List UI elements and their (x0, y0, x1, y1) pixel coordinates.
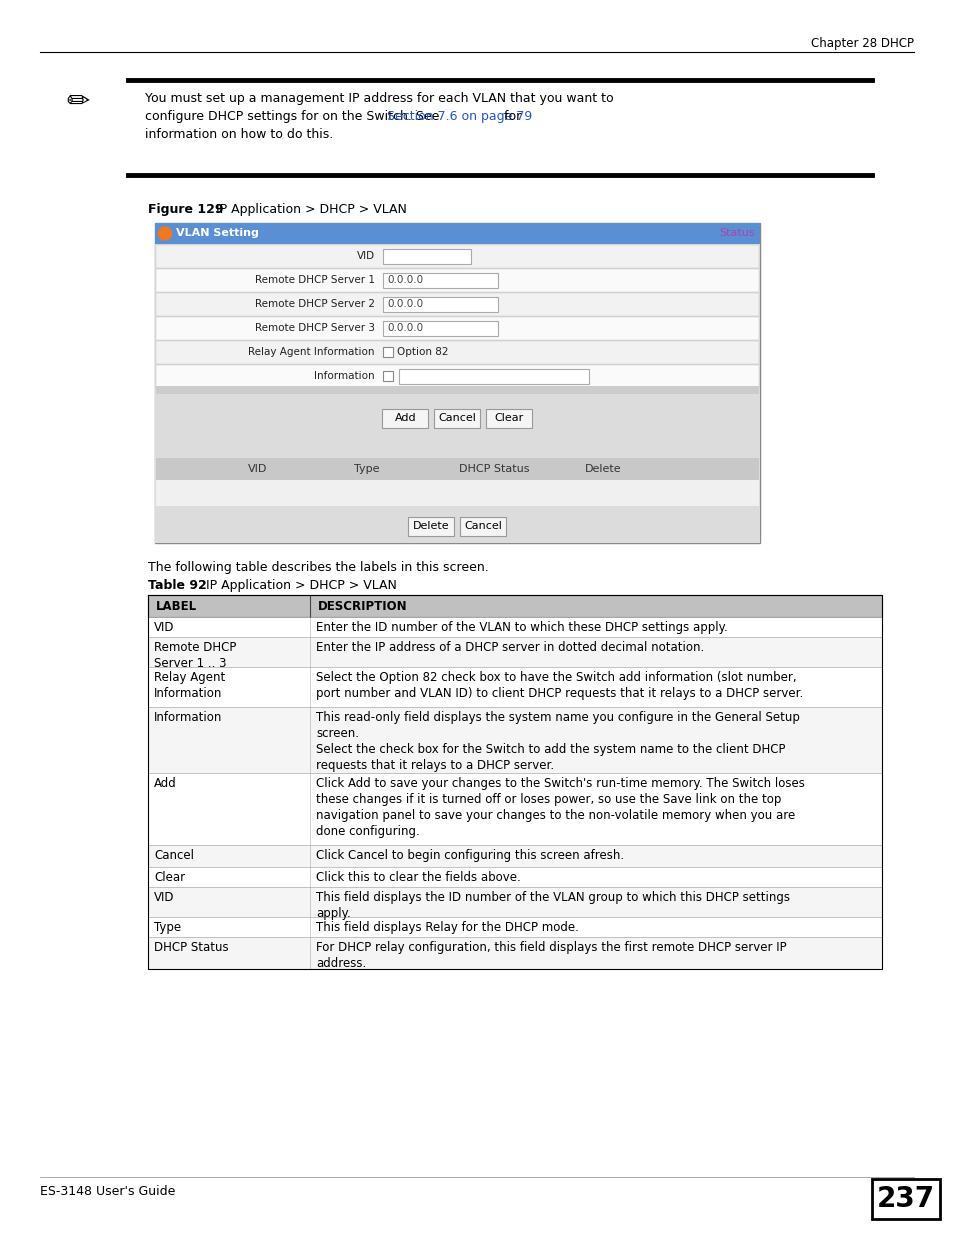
Bar (156, 480, 759, 506)
Text: Click Cancel to begin configuring this screen afresh.: Click Cancel to begin configuring this s… (315, 848, 623, 862)
Text: Remote DHCP
Server 1 .. 3: Remote DHCP Server 1 .. 3 (153, 641, 236, 671)
Bar (148, 867, 882, 887)
Text: Section 7.6 on page 79: Section 7.6 on page 79 (387, 110, 532, 124)
FancyBboxPatch shape (408, 516, 454, 536)
Text: Add: Add (395, 412, 416, 424)
Text: Information: Information (153, 711, 222, 724)
Text: IP Application > DHCP > VLAN: IP Application > DHCP > VLAN (204, 203, 406, 216)
Text: Remote DHCP Server 2: Remote DHCP Server 2 (254, 299, 375, 309)
Bar (148, 595, 882, 969)
Text: The following table describes the labels in this screen.: The following table describes the labels… (148, 561, 488, 574)
Bar (382, 296, 497, 312)
Bar (148, 667, 882, 706)
Text: configure DHCP settings for on the Switch. See: configure DHCP settings for on the Switc… (145, 110, 443, 124)
Bar (156, 245, 759, 268)
Circle shape (158, 227, 172, 240)
Text: Enter the ID number of the VLAN to which these DHCP settings apply.: Enter the ID number of the VLAN to which… (315, 621, 727, 634)
Text: 237: 237 (876, 1186, 934, 1213)
Text: Enter the IP address of a DHCP server in dotted decimal notation.: Enter the IP address of a DHCP server in… (315, 641, 703, 655)
Bar (398, 369, 588, 384)
Text: Delete: Delete (584, 464, 620, 474)
Bar (148, 918, 882, 937)
Text: 0.0.0.0: 0.0.0.0 (387, 324, 423, 333)
FancyBboxPatch shape (382, 409, 428, 427)
Text: 0.0.0.0: 0.0.0.0 (387, 299, 423, 309)
Text: 0.0.0.0: 0.0.0.0 (387, 275, 423, 285)
Text: Click this to clear the fields above.: Click this to clear the fields above. (315, 871, 520, 884)
FancyBboxPatch shape (460, 516, 506, 536)
Text: Status: Status (719, 228, 754, 238)
Text: DESCRIPTION: DESCRIPTION (317, 599, 407, 613)
Text: Select the Option 82 check box to have the Switch add information (slot number,
: Select the Option 82 check box to have t… (315, 671, 802, 700)
Text: Click Add to save your changes to the Switch's run-time memory. The Switch loses: Click Add to save your changes to the Sw… (315, 777, 804, 839)
Text: Information: Information (314, 370, 375, 382)
Bar (156, 268, 759, 291)
Text: This field displays Relay for the DHCP mode.: This field displays Relay for the DHCP m… (315, 921, 578, 934)
Text: information on how to do this.: information on how to do this. (145, 128, 333, 141)
Text: Clear: Clear (495, 412, 523, 424)
Bar (156, 293, 759, 316)
Bar (154, 245, 760, 543)
Text: DHCP Status: DHCP Status (153, 941, 229, 953)
Text: VLAN Setting: VLAN Setting (175, 228, 258, 238)
Bar (871, 1179, 939, 1219)
Text: Relay Agent Information: Relay Agent Information (248, 347, 375, 357)
Text: Delete: Delete (413, 521, 450, 531)
Bar (156, 458, 759, 480)
Bar (156, 316, 759, 340)
Text: for: for (499, 110, 521, 124)
Text: Figure 129: Figure 129 (148, 203, 223, 216)
Bar (148, 637, 882, 667)
FancyBboxPatch shape (434, 409, 480, 427)
Text: Cancel: Cancel (438, 412, 476, 424)
Text: You must set up a management IP address for each VLAN that you want to: You must set up a management IP address … (145, 91, 613, 105)
Text: VID: VID (153, 890, 174, 904)
Bar (148, 937, 882, 969)
Bar (148, 845, 882, 867)
Bar (154, 224, 760, 543)
Text: This read-only field displays the system name you configure in the General Setup: This read-only field displays the system… (315, 711, 799, 772)
Text: Remote DHCP Server 3: Remote DHCP Server 3 (254, 324, 375, 333)
Bar (148, 887, 882, 918)
Bar (148, 618, 882, 637)
Bar (148, 773, 882, 845)
Text: For DHCP relay configuration, this field displays the first remote DHCP server I: For DHCP relay configuration, this field… (315, 941, 786, 969)
Text: Cancel: Cancel (153, 848, 193, 862)
Bar (382, 347, 393, 357)
Text: Option 82: Option 82 (396, 347, 448, 357)
Text: VID: VID (248, 464, 267, 474)
Text: Remote DHCP Server 1: Remote DHCP Server 1 (254, 275, 375, 285)
Bar (382, 249, 471, 264)
Bar (154, 224, 760, 245)
Text: Cancel: Cancel (464, 521, 502, 531)
Text: LABEL: LABEL (156, 599, 197, 613)
Bar (148, 706, 882, 773)
Bar (156, 364, 759, 388)
Text: Relay Agent
Information: Relay Agent Information (153, 671, 225, 700)
Text: DHCP Status: DHCP Status (458, 464, 529, 474)
Text: ES-3148 User's Guide: ES-3148 User's Guide (40, 1186, 175, 1198)
Text: VID: VID (356, 251, 375, 261)
FancyBboxPatch shape (486, 409, 532, 427)
Text: Table 92: Table 92 (148, 579, 207, 592)
Text: VID: VID (153, 621, 174, 634)
Bar (382, 370, 393, 382)
Bar (148, 595, 882, 618)
Bar (156, 387, 759, 394)
Bar (382, 321, 497, 336)
Bar (156, 341, 759, 364)
Text: Type: Type (354, 464, 379, 474)
Text: Type: Type (153, 921, 181, 934)
Text: ✏: ✏ (67, 88, 90, 116)
Text: Clear: Clear (153, 871, 185, 884)
Text: Add: Add (153, 777, 176, 790)
Text: This field displays the ID number of the VLAN group to which this DHCP settings
: This field displays the ID number of the… (315, 890, 789, 920)
Bar (382, 273, 497, 288)
Text: Chapter 28 DHCP: Chapter 28 DHCP (810, 37, 913, 49)
Text: IP Application > DHCP > VLAN: IP Application > DHCP > VLAN (193, 579, 396, 592)
